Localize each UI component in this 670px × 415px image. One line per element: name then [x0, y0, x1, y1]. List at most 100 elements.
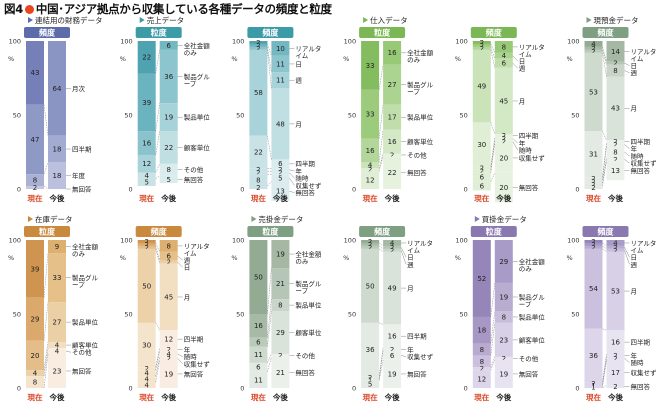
connector-line	[602, 328, 607, 331]
connector-line	[43, 348, 49, 377]
chart-panel: 仕入データ粒度%050100331633271617416221222全社金額の…	[343, 15, 434, 203]
connector-line	[43, 162, 49, 175]
legend-label: 随時	[631, 151, 645, 160]
data-label: 18	[53, 145, 62, 153]
data-label: 22	[164, 144, 173, 152]
data-label: 36	[366, 346, 375, 354]
legend-label: 収集せず	[184, 359, 211, 368]
category-label-current: 現在	[139, 193, 154, 203]
tab-label: 粒度	[262, 227, 279, 237]
data-label: 2	[480, 45, 484, 53]
data-label: 8	[278, 302, 282, 310]
bar-segment	[271, 41, 290, 56]
data-label: 2	[368, 166, 372, 174]
y-axis-label: %	[120, 254, 126, 262]
y-tick-label: 100	[567, 38, 579, 46]
bar-segment	[26, 41, 44, 105]
data-label: 12	[164, 336, 173, 344]
data-label: 2	[591, 244, 595, 252]
data-label: 2	[591, 175, 595, 183]
data-label: 4	[144, 370, 149, 378]
data-label: 2	[480, 42, 484, 50]
bar-segment	[48, 135, 66, 163]
legend-label: リアルタ	[631, 47, 657, 56]
y-axis-label: %	[567, 55, 573, 63]
category-label-future: 今後	[607, 392, 623, 402]
connector-line	[378, 245, 384, 250]
bar-segment	[494, 240, 513, 283]
data-label: 64	[53, 85, 62, 93]
data-label: 2	[368, 241, 372, 249]
legend-leader-line	[289, 177, 295, 186]
y-tick-label: 100	[232, 38, 244, 46]
category-label-current: 現在	[474, 392, 489, 402]
y-tick-label: 0	[352, 385, 356, 393]
bar-segment	[472, 316, 491, 344]
legend-label: 製品単位	[407, 113, 434, 122]
data-label: 11	[276, 77, 285, 85]
y-tick-label: 50	[13, 112, 21, 120]
bar-segment	[606, 140, 625, 144]
bar-segment	[249, 362, 268, 372]
legend-label: 無回答	[519, 369, 539, 378]
connector-line	[602, 146, 607, 181]
bar-segment	[249, 43, 268, 47]
legend-leader-line	[289, 169, 295, 172]
bar-segment	[271, 55, 290, 73]
data-label: 6	[502, 60, 507, 68]
data-label: 2	[368, 238, 372, 246]
bar-segment	[584, 52, 603, 132]
connector-line	[490, 143, 496, 173]
data-label: 2	[591, 241, 595, 249]
legend-label: リアルタ	[407, 238, 433, 247]
category-label-current: 現在	[28, 392, 43, 402]
y-tick-label: 50	[348, 311, 356, 319]
data-label: 8	[33, 378, 37, 386]
connector-line	[378, 242, 384, 247]
bar-segment	[494, 41, 513, 53]
legend-label: 日	[407, 254, 414, 262]
data-label: 21	[276, 280, 285, 288]
bar-segment	[249, 135, 268, 169]
y-tick-label: 100	[455, 237, 467, 245]
bar-segment	[361, 380, 380, 388]
connector-line	[267, 311, 272, 347]
connector-line	[602, 359, 607, 387]
y-tick-label: 50	[236, 311, 244, 319]
data-label: 16	[611, 339, 620, 347]
legend-label: 週	[519, 64, 526, 73]
bar-segment	[361, 138, 380, 163]
data-label: 53	[611, 287, 620, 295]
bar-segment	[584, 177, 603, 181]
bar-segment	[584, 131, 603, 178]
connector-line	[490, 49, 496, 68]
data-label: 1	[591, 384, 595, 392]
connector-line	[43, 302, 49, 341]
legend-leader-line	[624, 144, 630, 150]
data-label: 8	[166, 242, 170, 250]
connector-line	[43, 253, 49, 298]
data-label: 2	[144, 244, 148, 252]
data-label: 19	[388, 370, 397, 378]
bar-segment	[472, 181, 491, 191]
y-tick-label: 0	[575, 186, 579, 194]
data-label: 2	[591, 178, 595, 186]
data-label: 2	[502, 132, 506, 140]
bar-segment	[361, 168, 380, 172]
legend-label: 収集せず	[631, 159, 658, 168]
legend-label: のみ	[295, 257, 309, 265]
data-label: 2	[591, 48, 595, 56]
y-axis-label: %	[455, 254, 461, 262]
bar-segment	[271, 353, 290, 357]
legend-label: 収集せず	[407, 352, 434, 361]
connector-line	[490, 356, 496, 368]
data-label: 20	[31, 352, 40, 360]
bar-segment	[159, 356, 178, 360]
bar-segment	[494, 134, 513, 138]
data-label: 2	[368, 244, 372, 252]
bar-segment	[271, 171, 290, 175]
bar-segment	[584, 240, 603, 243]
bar-segment	[494, 143, 513, 173]
legend-label: 全社金額	[295, 249, 322, 258]
